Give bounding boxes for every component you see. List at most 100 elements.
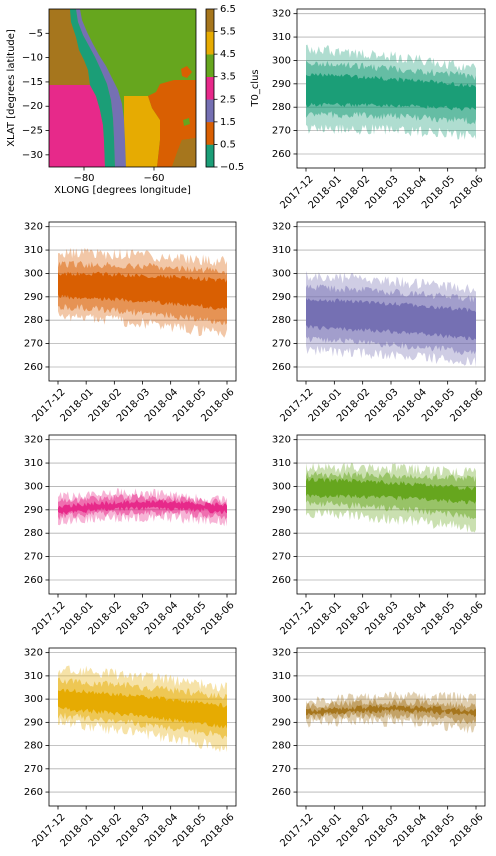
ytick-label: 290 [272,79,291,90]
band-25-75-percentile [58,271,227,310]
ytick-label: 310 [272,671,291,682]
ytick-label: 300 [272,481,291,492]
colorbar-tick-label: 3.5 [220,72,236,83]
ytick-label: 320 [272,9,291,20]
map-regions [49,9,196,167]
ytick-label: 290 [24,717,43,728]
ytick-label: 260 [24,575,43,586]
timeseries-panel-cluster-4: 2602702802903003103202017-122018-012018-… [272,434,486,637]
ytick-label: 290 [272,292,291,303]
ytick-label: 280 [24,741,43,752]
band-25-75-percentile [306,704,476,718]
timeseries-panel-cluster-1: 2602702802903003103202017-122018-012018-… [24,221,237,424]
ytick-label: 320 [272,648,291,659]
colorbar-segment [206,121,214,145]
ytick-label: 280 [272,315,291,326]
ytick-label: 260 [272,149,291,160]
ytick-label: 300 [272,268,291,279]
ytick-label: 310 [272,32,291,43]
ytick-label: 310 [272,458,291,469]
colorbar-tick-label: 6.5 [220,4,236,15]
ytick-label: 260 [272,362,291,373]
ytick-label: 260 [24,362,43,373]
ytick-label: 320 [24,222,43,233]
colorbar-tick-label: 4.5 [220,49,236,60]
region-coastal-strip [70,9,115,167]
ytick-label: 320 [24,648,43,659]
map-xlabel: XLONG [degrees longitude] [54,185,191,196]
map-frame [48,8,197,168]
map-xtick-label: −60 [143,173,164,184]
ytick-label: 260 [272,787,291,798]
region-southeast-land [172,138,196,167]
ytick-label: 270 [272,339,291,350]
map-ytick-label: −20 [22,101,43,112]
region-altiplano [124,96,160,167]
band-10-90-percentile [58,493,227,520]
ytick-label: 290 [24,292,43,303]
map-ytick-label: −10 [22,53,43,64]
ytick-label: 270 [272,126,291,137]
band-25-75-percentile [306,477,476,505]
ytick-label: 290 [24,505,43,516]
colorbar-segment [206,144,214,168]
map-ylabel: XLAT [degrees latitude] [6,29,17,147]
timeseries-panel-cluster-2: 2602702802903003103202017-122018-012018-… [272,221,486,424]
ytick-label: 310 [24,671,43,682]
ytick-label: 270 [272,764,291,775]
ytick-label: 260 [24,787,43,798]
ytick-label: 300 [272,694,291,705]
region-amazon-patch [183,118,190,126]
ytick-label: 270 [272,552,291,563]
axes-frame [296,647,486,807]
ytick-label: 260 [272,575,291,586]
colorbar-tick-label: −0.5 [220,162,244,173]
ytick-label: 290 [272,505,291,516]
ytick-label: 280 [24,315,43,326]
timeseries-panel-cluster-0: 2602702802903003103202017-122018-012018-… [272,8,486,211]
ytick-label: 320 [272,222,291,233]
ytick-label: 320 [24,435,43,446]
ytick-label: 290 [272,717,291,728]
ytick-label: 280 [272,102,291,113]
colorbar: 6.5 5.5 4.5 3.5 2.5 1.5 0.5 −0.5 T0_clus [205,4,261,173]
map-ytick-label: −15 [22,77,43,88]
map-ytick-label: −30 [22,150,43,161]
ytick-label: 280 [272,528,291,539]
colorbar-segment [206,99,214,123]
ytick-label: 310 [24,245,43,256]
timeseries-panel-cluster-5: 2602702802903003103202017-122018-012018-… [24,647,237,849]
map-ytick-label: −25 [22,126,43,137]
cluster-map: −80 −60 −5 −10 −15 −20 −25 −30 XLONG [degrees lo… [6,8,197,196]
ytick-label: 270 [24,552,43,563]
colorbar-tick-label: 5.5 [220,27,236,38]
ytick-label: 320 [272,435,291,446]
region-chaco [148,80,196,167]
ytick-label: 300 [24,694,43,705]
band-25-75-percentile [58,499,227,515]
colorbar-segment [206,9,214,32]
timeseries-panel-cluster-6: 2602702802903003103202017-122018-012018-… [272,647,486,849]
ytick-label: 310 [24,458,43,469]
map-xtick-label: −80 [73,173,94,184]
region-chaco-patch [181,66,192,78]
colorbar-tick-label: 2.5 [220,94,236,105]
colorbar-segment [206,54,214,78]
timeseries-panel-cluster-3: 2602702802903003103202017-122018-012018-… [24,434,237,637]
colorbar-segment [206,76,214,100]
region-northwest-ocean [49,9,90,85]
ytick-label: 280 [272,741,291,752]
band-25-75-percentile [58,688,227,729]
colorbar-frame [205,8,215,168]
colorbar-segment [206,31,214,55]
ytick-label: 270 [24,764,43,775]
band-25-75-percentile [306,297,476,341]
ytick-label: 310 [272,245,291,256]
ytick-label: 300 [24,268,43,279]
ytick-label: 270 [24,339,43,350]
region-andes-band [76,9,126,167]
colorbar-tick-label: 0.5 [220,139,236,150]
band-10-90-percentile [306,699,476,725]
ytick-label: 300 [24,481,43,492]
